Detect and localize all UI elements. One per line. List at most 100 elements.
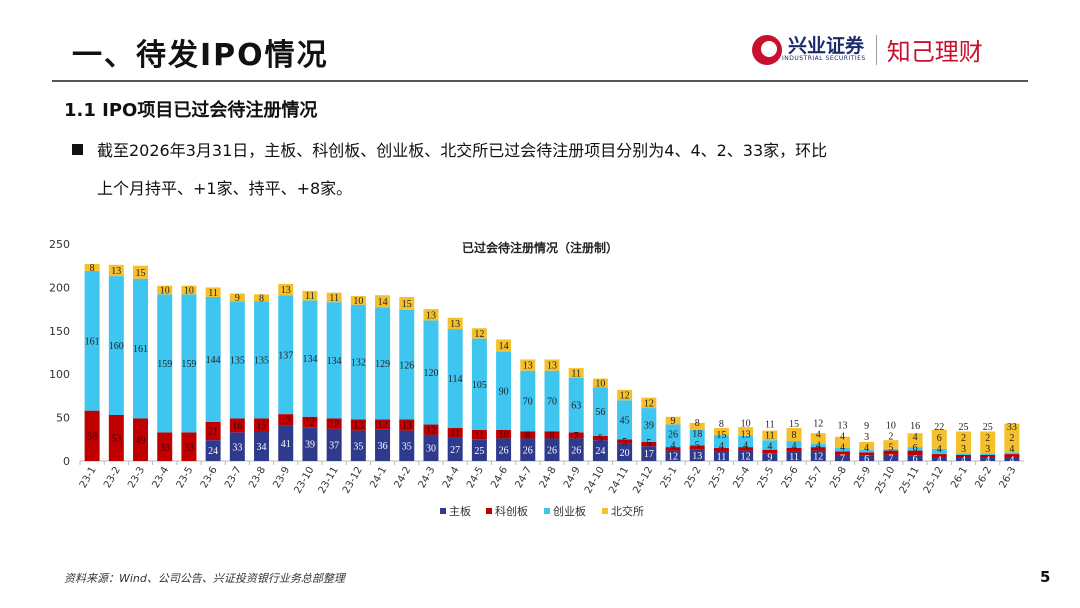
bar-segment xyxy=(907,455,923,461)
bar-segment xyxy=(641,446,657,461)
bar-segment xyxy=(399,419,415,431)
data-label: 17 xyxy=(644,449,654,460)
bar-segment xyxy=(859,441,875,450)
header-divider xyxy=(52,80,1028,82)
bar-segment xyxy=(108,414,124,461)
data-label: 25 xyxy=(958,422,968,433)
bar-segment xyxy=(326,428,342,461)
bar-segment xyxy=(738,435,754,448)
data-label: 58 xyxy=(87,431,97,442)
bar-segment xyxy=(520,359,536,371)
legend-label: 主板 xyxy=(449,504,471,518)
bar-segment xyxy=(931,429,947,449)
data-label: 35 xyxy=(402,441,412,452)
data-label: 36 xyxy=(378,441,388,452)
data-label: 4 xyxy=(792,441,797,452)
data-label: 25 xyxy=(983,422,993,433)
data-label: 33 xyxy=(160,442,170,453)
x-tick-label: 26-1 xyxy=(949,465,970,490)
bar-segment xyxy=(859,449,875,453)
bar-segment xyxy=(568,368,584,378)
legend-label: 北交所 xyxy=(611,504,644,518)
bar-segment xyxy=(641,397,657,409)
bar-segment xyxy=(254,418,270,432)
bar-segment xyxy=(471,429,487,440)
bar-segment xyxy=(350,296,366,305)
bar-segment xyxy=(641,441,657,447)
data-label: 20 xyxy=(620,448,630,459)
data-label: 21 xyxy=(208,427,218,438)
bar-segment xyxy=(205,421,221,441)
data-label: 41 xyxy=(281,439,291,450)
x-tick-label: 25-7 xyxy=(804,465,825,490)
bar-segment xyxy=(1004,457,1020,461)
bar-segment xyxy=(786,451,802,461)
data-label: 12 xyxy=(741,451,751,462)
data-label: 39 xyxy=(305,440,315,451)
bar-segment xyxy=(568,438,584,461)
bar-segment xyxy=(713,447,729,452)
data-label: 6 xyxy=(864,454,869,465)
bar-segment xyxy=(980,431,996,454)
bar-segment xyxy=(810,450,826,461)
data-label: 12 xyxy=(813,418,823,429)
x-tick-label: 23-1 xyxy=(78,465,99,490)
bar-segment xyxy=(447,437,463,461)
data-label: 3 xyxy=(961,444,966,455)
bar-segment xyxy=(423,434,439,461)
data-label: 4 xyxy=(985,455,990,466)
data-label: 10 xyxy=(184,286,194,297)
x-tick-label: 25-5 xyxy=(756,465,777,490)
bar-segment xyxy=(205,287,221,297)
bar-segment xyxy=(713,434,729,448)
data-label: 8 xyxy=(792,430,797,441)
data-label: 13 xyxy=(111,266,121,277)
data-label: 12 xyxy=(620,391,630,402)
bar-segment xyxy=(1004,454,1020,458)
data-label: 8 xyxy=(90,263,95,274)
bar-segment xyxy=(326,302,342,419)
data-label: 3 xyxy=(864,432,869,443)
bar-segment xyxy=(496,339,512,352)
bar-segment xyxy=(302,300,318,417)
data-label: 10 xyxy=(160,286,170,297)
bullet-line-2: 上个月持平、+1家、持平、+8家。 xyxy=(97,179,353,198)
bar-segment xyxy=(278,414,294,426)
data-label: 11 xyxy=(208,288,218,299)
bar-segment xyxy=(181,432,197,461)
data-label: 5 xyxy=(622,437,627,448)
bar-segment xyxy=(955,454,971,458)
data-label: 10 xyxy=(499,430,509,441)
data-label: 4 xyxy=(816,440,821,451)
data-label: 7 xyxy=(888,454,893,465)
bar-segment xyxy=(326,292,342,303)
bar-segment xyxy=(108,276,124,415)
y-tick-label: 100 xyxy=(49,368,70,381)
data-label: 14 xyxy=(378,297,388,308)
x-tick-label: 26-3 xyxy=(998,465,1019,490)
data-label: 4 xyxy=(767,442,772,453)
x-tick-label: 23-5 xyxy=(175,465,196,490)
bar-segment xyxy=(447,317,463,330)
bar-segment xyxy=(108,264,124,277)
data-label: 9 xyxy=(235,293,240,304)
data-label: 13 xyxy=(426,310,436,321)
bar-segment xyxy=(375,429,391,461)
bar-segment xyxy=(375,295,391,308)
x-tick-label: 25-6 xyxy=(780,465,801,490)
bar-segment xyxy=(617,400,633,440)
data-label: 8 xyxy=(695,418,700,429)
data-label: 159 xyxy=(181,359,196,370)
bar-segment xyxy=(181,294,197,433)
bar-segment xyxy=(762,430,778,441)
bar-segment xyxy=(762,440,778,450)
data-label: 15 xyxy=(789,419,799,430)
y-tick-label: 150 xyxy=(49,325,70,338)
data-label: 70 xyxy=(547,397,557,408)
data-label: 4 xyxy=(743,440,748,451)
bar-segment xyxy=(1004,452,1020,455)
bar-segment xyxy=(859,455,875,461)
bar-segment xyxy=(955,457,971,461)
bullet-square-icon xyxy=(72,144,83,155)
